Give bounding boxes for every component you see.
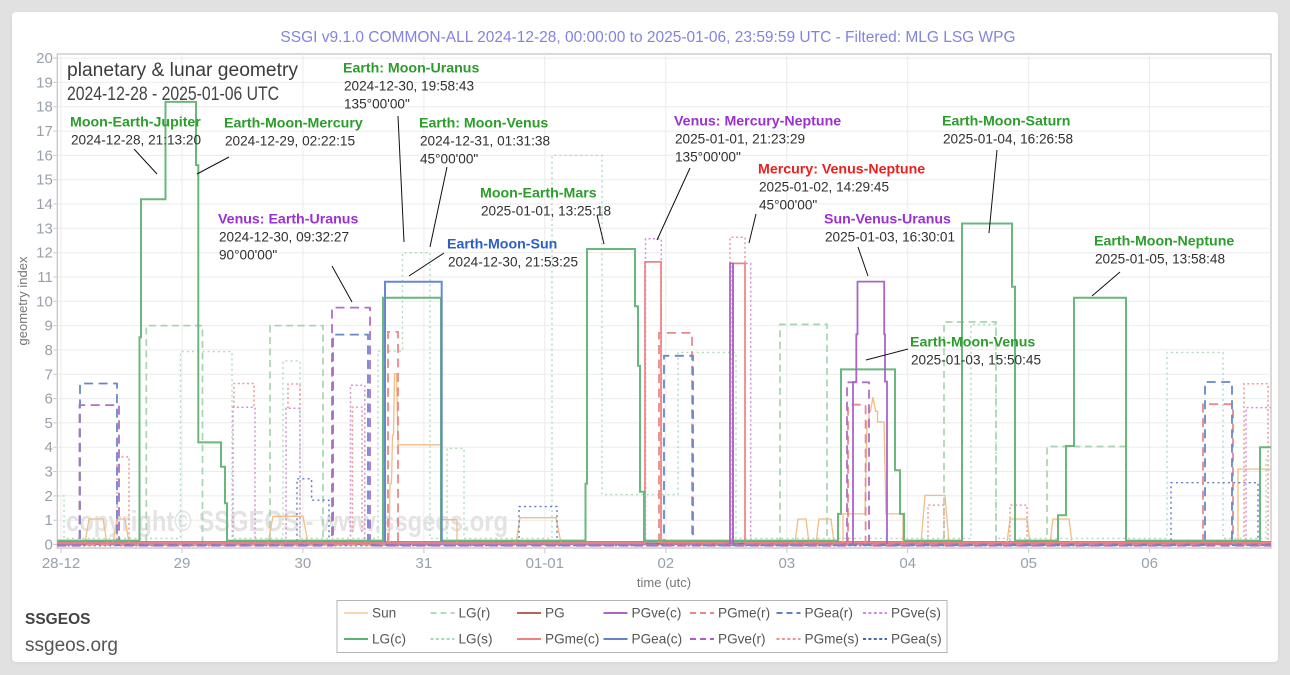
svg-text:geometry index: geometry index xyxy=(15,256,30,345)
svg-text:SSGI v9.1.0 COMMON-ALL 2024-12: SSGI v9.1.0 COMMON-ALL 2024-12-28, 00:00… xyxy=(280,29,1015,46)
svg-text:PGea(c): PGea(c) xyxy=(632,632,683,647)
svg-text:PG: PG xyxy=(545,606,565,621)
svg-text:PGve(s): PGve(s) xyxy=(891,606,941,621)
svg-text:Venus: Mercury-Neptune: Venus: Mercury-Neptune xyxy=(674,114,841,130)
svg-text:LG(c): LG(c) xyxy=(372,632,406,647)
svg-text:PGme(r): PGme(r) xyxy=(718,606,770,621)
svg-text:Venus: Earth-Uranus: Venus: Earth-Uranus xyxy=(218,212,358,228)
svg-text:Earth-Moon-Venus: Earth-Moon-Venus xyxy=(910,335,1035,351)
svg-text:planetary & lunar geometry: planetary & lunar geometry xyxy=(67,60,299,81)
svg-text:4: 4 xyxy=(44,439,52,456)
svg-text:Earth-Moon-Mercury: Earth-Moon-Mercury xyxy=(224,116,363,132)
svg-text:ssgeos.org: ssgeos.org xyxy=(25,635,118,656)
svg-text:LG(r): LG(r) xyxy=(459,606,491,621)
svg-text:2: 2 xyxy=(44,488,52,505)
svg-text:2025-01-03, 16:30:01: 2025-01-03, 16:30:01 xyxy=(825,230,955,245)
svg-text:Earth: Moon-Uranus: Earth: Moon-Uranus xyxy=(343,61,479,77)
svg-text:1: 1 xyxy=(44,512,52,529)
svg-text:31: 31 xyxy=(416,555,433,572)
svg-text:time (utc): time (utc) xyxy=(637,575,691,590)
svg-text:20: 20 xyxy=(36,50,53,67)
svg-text:2024-12-30, 09:32:27: 2024-12-30, 09:32:27 xyxy=(219,230,349,245)
svg-text:5: 5 xyxy=(44,415,52,432)
svg-text:3: 3 xyxy=(44,464,52,481)
svg-text:16: 16 xyxy=(36,147,53,164)
svg-text:2025-01-04, 16:26:58: 2025-01-04, 16:26:58 xyxy=(943,132,1073,147)
svg-text:12: 12 xyxy=(36,245,53,262)
svg-text:19: 19 xyxy=(36,74,53,91)
svg-text:2025-01-01, 13:25:18: 2025-01-01, 13:25:18 xyxy=(481,204,611,219)
svg-text:Earth-Moon-Neptune: Earth-Moon-Neptune xyxy=(1094,234,1234,250)
svg-text:Moon-Earth-Jupiter: Moon-Earth-Jupiter xyxy=(70,115,201,131)
svg-text:01-01: 01-01 xyxy=(526,555,564,572)
svg-text:2024-12-29, 02:22:15: 2024-12-29, 02:22:15 xyxy=(225,134,355,149)
svg-text:18: 18 xyxy=(36,99,53,116)
svg-text:13: 13 xyxy=(36,220,53,237)
svg-text:15: 15 xyxy=(36,172,53,189)
svg-text:10: 10 xyxy=(36,293,53,310)
svg-text:8: 8 xyxy=(44,342,52,359)
svg-text:6: 6 xyxy=(44,391,52,408)
svg-text:Earth: Moon-Venus: Earth: Moon-Venus xyxy=(419,116,548,132)
svg-text:PGea(r): PGea(r) xyxy=(805,606,853,621)
svg-text:Earth-Moon-Saturn: Earth-Moon-Saturn xyxy=(942,114,1070,130)
svg-text:135°00'00": 135°00'00" xyxy=(344,97,410,112)
svg-text:Sun-Venus-Uranus: Sun-Venus-Uranus xyxy=(824,212,951,228)
svg-text:PGme(s): PGme(s) xyxy=(805,632,859,647)
svg-text:LG(s): LG(s) xyxy=(459,632,493,647)
svg-text:2024-12-30, 21:53:25: 2024-12-30, 21:53:25 xyxy=(448,255,578,270)
svg-text:30: 30 xyxy=(295,555,312,572)
svg-text:28-12: 28-12 xyxy=(42,555,80,572)
svg-text:2024-12-28 - 2025-01-06 UTC: 2024-12-28 - 2025-01-06 UTC xyxy=(67,84,279,105)
svg-text:05: 05 xyxy=(1020,555,1037,572)
svg-text:17: 17 xyxy=(36,123,53,140)
svg-text:PGea(s): PGea(s) xyxy=(891,632,942,647)
svg-text:03: 03 xyxy=(778,555,795,572)
svg-text:2025-01-03, 15:50:45: 2025-01-03, 15:50:45 xyxy=(911,353,1041,368)
svg-text:04: 04 xyxy=(899,555,916,572)
svg-text:Earth-Moon-Sun: Earth-Moon-Sun xyxy=(447,237,557,253)
svg-text:Moon-Earth-Mars: Moon-Earth-Mars xyxy=(480,186,597,202)
svg-text:02: 02 xyxy=(657,555,674,572)
svg-text:14: 14 xyxy=(36,196,53,213)
svg-text:45°00'00": 45°00'00" xyxy=(759,198,817,213)
svg-text:PGve(c): PGve(c) xyxy=(632,606,682,621)
svg-text:2024-12-30, 19:58:43: 2024-12-30, 19:58:43 xyxy=(344,79,474,94)
svg-text:PGme(c): PGme(c) xyxy=(545,632,599,647)
svg-text:29: 29 xyxy=(174,555,191,572)
svg-text:PGve(r): PGve(r) xyxy=(718,632,766,647)
svg-text:SSGEOS: SSGEOS xyxy=(25,611,90,628)
svg-text:Sun: Sun xyxy=(372,606,396,621)
svg-text:90°00'00": 90°00'00" xyxy=(219,248,277,263)
svg-text:2025-01-05, 13:58:48: 2025-01-05, 13:58:48 xyxy=(1095,252,1225,267)
svg-text:7: 7 xyxy=(44,366,52,383)
svg-text:06: 06 xyxy=(1141,555,1158,572)
svg-text:0: 0 xyxy=(44,537,52,554)
svg-text:9: 9 xyxy=(44,318,52,335)
svg-text:45°00'00": 45°00'00" xyxy=(420,152,478,167)
svg-text:2024-12-31, 01:31:38: 2024-12-31, 01:31:38 xyxy=(420,134,550,149)
svg-text:11: 11 xyxy=(37,269,53,286)
svg-text:2025-01-02, 14:29:45: 2025-01-02, 14:29:45 xyxy=(759,180,889,195)
svg-text:135°00'00": 135°00'00" xyxy=(675,150,741,165)
svg-text:Mercury: Venus-Neptune: Mercury: Venus-Neptune xyxy=(758,162,925,178)
svg-text:2024-12-28, 21:13:20: 2024-12-28, 21:13:20 xyxy=(71,133,201,148)
svg-text:2025-01-01, 21:23:29: 2025-01-01, 21:23:29 xyxy=(675,132,805,147)
